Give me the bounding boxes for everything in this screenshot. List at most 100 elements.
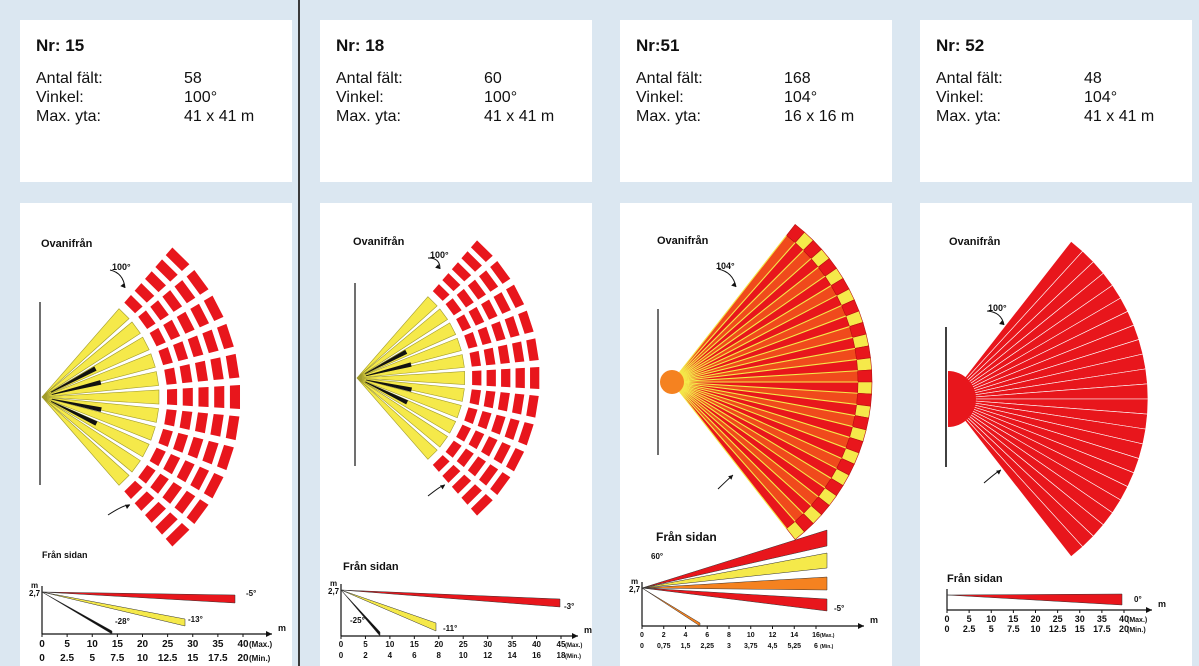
row-key: Antal fält: — [936, 70, 1003, 87]
zone-outer-segment — [451, 474, 472, 494]
zone-divider — [671, 326, 850, 383]
diagram-panel-52: Ovanifrån 100° Från sidan m 0° 0 5 10 15 20 25 30… — [920, 203, 1192, 666]
side-ray — [641, 587, 828, 612]
max-tick-label: 0 — [944, 614, 949, 624]
side-ray — [641, 529, 828, 589]
side-ray — [641, 587, 701, 627]
height-value: 2,7 — [328, 587, 340, 596]
zone-outer-segment — [210, 357, 224, 381]
side-angle-label: 0° — [1134, 595, 1142, 604]
zone-outer-segment — [164, 409, 177, 427]
zone-outer-segment — [464, 407, 478, 424]
min-range-label: (Min.) — [249, 654, 271, 663]
zone-outer-segment — [163, 453, 181, 475]
angle-pointer-top-head — [999, 320, 1004, 325]
min-tick-label: 17.5 — [1093, 624, 1111, 634]
zone-inner-beam — [41, 321, 141, 398]
max-tick-label: 30 — [483, 640, 492, 649]
angle-pointer-bottom-head — [728, 475, 733, 480]
zone-outer-segment — [203, 295, 224, 321]
zone-outer-segment — [477, 326, 492, 345]
zone-edge-segment — [856, 392, 872, 407]
row-value: 60 — [484, 70, 502, 87]
info-panel-52: Nr: 52 Antal fält: 48 Vinkel: 104° Max. yt… — [920, 20, 1192, 182]
top-angle-label: 100° — [988, 303, 1007, 313]
zone-inner-beam — [356, 296, 438, 379]
zone-divider — [671, 359, 857, 383]
zone-outer-segment — [432, 284, 450, 301]
zone-outer-segment — [526, 338, 539, 361]
min-tick-label: 7.5 — [110, 653, 124, 664]
zone-outer-segment — [456, 424, 472, 442]
max-tick-label: 15 — [112, 639, 124, 650]
zone-divider — [671, 381, 847, 449]
zone-divider — [671, 381, 837, 470]
max-tick-label: 8 — [727, 632, 731, 639]
zone-outer-segment — [176, 311, 195, 334]
zone-outer-segment — [497, 392, 510, 412]
zone-divider — [671, 242, 796, 383]
max-tick-label: 10 — [87, 639, 99, 650]
min-tick-label: 6 — [412, 651, 417, 660]
zone-outer-segment — [149, 447, 166, 467]
sensor-near-zone — [672, 370, 684, 394]
zone-outer-segment — [468, 306, 485, 326]
zone-outer-segment — [491, 414, 506, 435]
x-axis-arrow — [1146, 607, 1152, 613]
row-value: 41 x 41 m — [1084, 108, 1155, 125]
angle-pointer-top — [427, 257, 441, 270]
top-view-label: Ovanifrån — [353, 236, 405, 248]
max-tick-label: 4 — [684, 632, 688, 639]
angle-pointer-bottom-head — [440, 485, 445, 490]
zone-divider — [671, 381, 826, 489]
zone-outer-segment — [504, 316, 520, 338]
detector-column-51: Nr:51 Antal fält: 168 Vinkel: 104° Max. yt… — [600, 0, 899, 666]
min-tick-label: 3 — [727, 643, 731, 650]
zone-outer-segment — [512, 393, 525, 415]
info-panel-51: Nr:51 Antal fält: 168 Vinkel: 104° Max. yt… — [620, 20, 892, 182]
max-range-label: (Max.) — [1127, 617, 1147, 624]
row-value: 168 — [784, 70, 811, 87]
zone-divider — [671, 381, 832, 479]
min-tick-label: 0 — [640, 643, 644, 650]
side-angle-label: -3° — [564, 602, 574, 611]
zone-inner-beam — [41, 396, 141, 473]
zone-outer-segment — [145, 501, 166, 523]
zone-outer-segment — [216, 323, 234, 350]
max-range-label: (Max.) — [565, 643, 582, 649]
max-tick-label: 35 — [212, 639, 224, 650]
zone-divider — [671, 249, 804, 383]
top-view-label: Ovanifrån — [657, 235, 709, 247]
min-tick-label: 5 — [989, 624, 994, 634]
x-axis-unit: m — [584, 625, 592, 635]
zone-divider — [671, 266, 819, 383]
max-tick-label: 5 — [363, 640, 368, 649]
side-angle-label: -5° — [246, 589, 256, 598]
zone-outer-segment — [164, 367, 177, 385]
zone-outer-segment — [124, 294, 143, 314]
row-value: 100° — [184, 89, 218, 106]
zone-outer-segment — [456, 288, 474, 308]
side-ray — [41, 591, 186, 627]
row-key: Max. yta: — [936, 108, 1001, 125]
zone-divider — [671, 381, 857, 405]
diagram-panel-15: Ovanifrån 100° Från sidan m 2,7 m -5° -13° -28… — [20, 203, 292, 666]
zone-divider — [671, 370, 858, 383]
row-key: Vinkel: — [336, 89, 384, 106]
zone-outer-segment — [187, 335, 204, 358]
zone-outer-segment — [210, 413, 224, 437]
zone-outer-segment — [479, 464, 499, 486]
zone-outer-segment — [173, 341, 189, 362]
zone-outer-segment — [481, 299, 498, 320]
side-view-label: Från sidan — [42, 550, 88, 560]
zone-divider — [671, 381, 812, 506]
max-tick-label: 0 — [339, 640, 344, 649]
zone-outer-segment — [518, 422, 534, 446]
min-tick-label: 0,75 — [657, 643, 671, 650]
zone-outer-segment — [162, 482, 183, 504]
diagram-panel-51: Ovanifrån 104° Från sidan m 2,7 m 60° -5° 0 2 4 6… — [620, 203, 892, 666]
angle-pointer-top-head — [120, 283, 125, 288]
zone-outer-segment — [515, 367, 525, 389]
min-tick-label: 14 — [508, 651, 517, 660]
